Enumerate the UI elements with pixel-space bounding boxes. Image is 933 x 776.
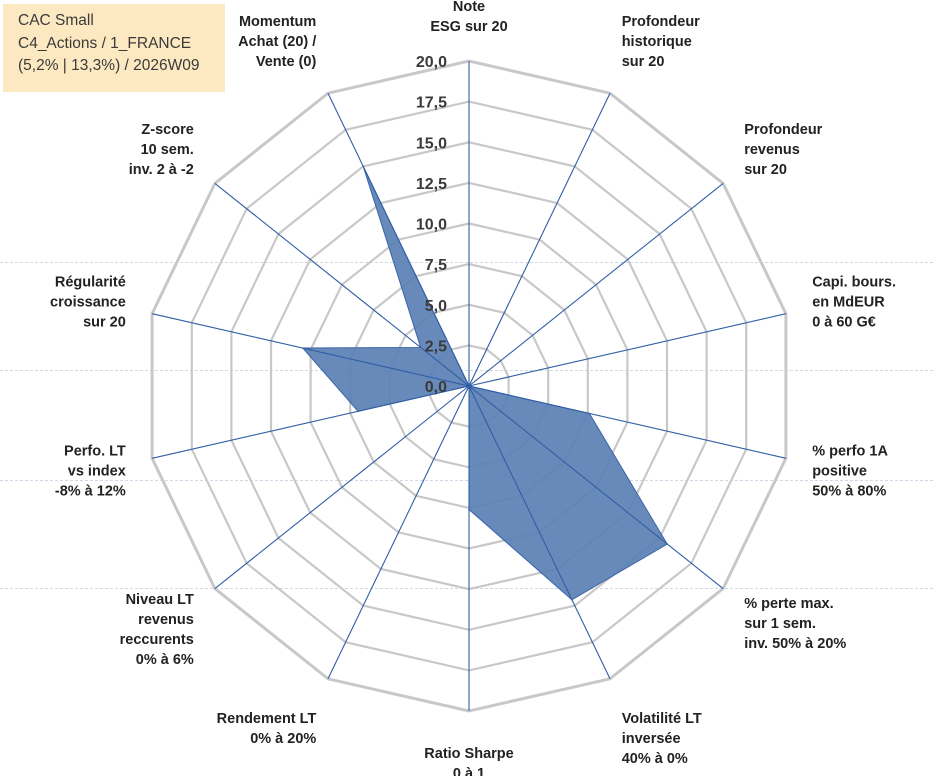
axis-label: Capi. bours. en MdEUR 0 à 60 G€	[812, 274, 896, 330]
axis-label-line: inversée	[622, 731, 681, 747]
data-point	[301, 347, 304, 349]
axis-label-line: Perfo. LT	[64, 444, 126, 460]
gridline-edge	[0, 262, 933, 264]
info-title: CAC Small	[18, 12, 94, 29]
axis-label-line: % perfo 1A	[812, 444, 888, 460]
axis-label-line: Achat (20) /	[238, 34, 316, 50]
info-universe: C4_Actions / 1_FRANCE	[18, 34, 192, 52]
axis-label: Momentum Achat (20) / Vente (0)	[238, 14, 316, 70]
axis-label: Niveau LT revenus reccurents 0% à 6%	[120, 592, 194, 668]
axis-label-line: Volatilité LT	[622, 711, 702, 727]
axis-spoke	[468, 385, 724, 590]
axis-label-line: Ratio Sharpe	[424, 746, 513, 762]
axis-label-line: 10 sem.	[141, 142, 194, 158]
axis-label: Ratio Sharpe 0 à 1	[424, 746, 513, 776]
axis-spoke	[468, 385, 611, 680]
axis-label-line: % perte max.	[744, 596, 833, 612]
gridline-edge	[0, 480, 933, 482]
info-period: (5,2% | 13,3%) / 2026W09	[18, 57, 200, 74]
axis-label-line: historique	[622, 34, 692, 50]
axis-label: Profondeur revenus sur 20	[744, 122, 822, 178]
data-point	[468, 508, 470, 511]
axis-spoke	[327, 92, 470, 387]
axis-label: Profondeur historique sur 20	[622, 14, 700, 70]
axis-label: % perfo 1A positive 50% à 80%	[812, 444, 888, 500]
axis-label-line: 0% à 6%	[136, 652, 194, 668]
axis-label-line: 50% à 80%	[812, 484, 886, 500]
axis-label-line: Vente (0)	[256, 54, 317, 70]
axis-label: Z-score 10 sem. inv. 2 à -2	[129, 122, 194, 178]
axis-label: % perte max. sur 1 sem. inv. 50% à 20%	[744, 596, 846, 652]
gridline-edge	[0, 370, 933, 372]
axis-spoke	[151, 313, 470, 387]
axis-label: Rendement LT 0% à 20%	[217, 711, 317, 747]
data-point	[571, 599, 573, 601]
radial-tick-label: 0,0	[425, 379, 447, 396]
axis-label-line: 0 à 1	[453, 766, 485, 776]
axis-label-line: 0% à 20%	[250, 731, 316, 747]
radial-tick-label: 5,0	[425, 298, 447, 315]
axis-spoke	[468, 182, 724, 387]
axis-label: Volatilité LT inversée 40% à 0%	[622, 711, 702, 767]
axis-label-line: inv. 2 à -2	[129, 162, 194, 178]
axis-spoke	[468, 385, 787, 459]
axis-spoke	[214, 385, 470, 590]
data-point	[357, 410, 359, 413]
radial-tick-label: 12,5	[416, 176, 447, 193]
axis-label-line: reccurents	[120, 632, 194, 648]
axis-label-line: revenus	[744, 142, 800, 158]
radial-tick-label: 10,0	[416, 217, 447, 234]
axis-label-line: 40% à 0%	[622, 751, 688, 767]
axis-label: Perfo. LT vs index -8% à 12%	[55, 444, 126, 500]
axis-label-line: Profondeur	[744, 122, 822, 138]
radial-tick-label: 7,5	[425, 257, 447, 274]
data-point	[419, 346, 422, 349]
info-box: CAC Small C4_Actions / 1_FRANCE (5,2% | …	[3, 4, 225, 92]
axis-label: Régularité croissance sur 20	[50, 274, 126, 330]
axis-spoke	[214, 182, 470, 387]
radial-tick-label: 17,5	[416, 95, 447, 112]
axis-label-line: Rendement LT	[217, 711, 317, 727]
axis-label-line: en MdEUR	[812, 294, 885, 310]
axis-label-line: positive	[812, 464, 867, 480]
axis-spoke	[468, 92, 611, 387]
radial-tick-label: 15,0	[416, 135, 447, 152]
data-area	[301, 166, 668, 601]
axis-label-line: sur 20	[83, 314, 126, 330]
axis-label: Note ESG sur 20	[430, 0, 507, 35]
data-point	[362, 165, 365, 168]
axis-label-line: Note	[453, 0, 485, 15]
axis-label-line: sur 20	[744, 162, 787, 178]
axis-spoke	[327, 385, 470, 680]
axis-label-line: ESG sur 20	[430, 19, 507, 35]
axis-spoke	[151, 385, 470, 459]
axis-label-line: inv. 50% à 20%	[744, 636, 846, 652]
axis-label-line: Z-score	[141, 122, 193, 138]
radial-tick-label: 2,5	[425, 338, 447, 355]
axis-label-line: Niveau LT	[126, 592, 194, 608]
axis-label-line: Profondeur	[622, 14, 700, 30]
axis-label-line: revenus	[138, 612, 194, 628]
axis-label-line: vs index	[68, 464, 126, 480]
axis-label-line: Momentum	[239, 14, 316, 30]
axis-label-line: sur 20	[622, 54, 665, 70]
axis-spoke	[468, 313, 787, 387]
radial-tick-label: 20,0	[416, 54, 447, 71]
data-point	[468, 385, 470, 387]
axis-label-line: 0 à 60 G€	[812, 314, 876, 330]
axis-label-line: sur 1 sem.	[744, 616, 816, 632]
axis-label-line: -8% à 12%	[55, 484, 126, 500]
axis-label-line: croissance	[50, 294, 126, 310]
axis-label-line: Régularité	[55, 274, 126, 290]
axis-label-line: Capi. bours.	[812, 274, 896, 290]
data-point	[666, 543, 668, 545]
data-point	[588, 412, 591, 415]
